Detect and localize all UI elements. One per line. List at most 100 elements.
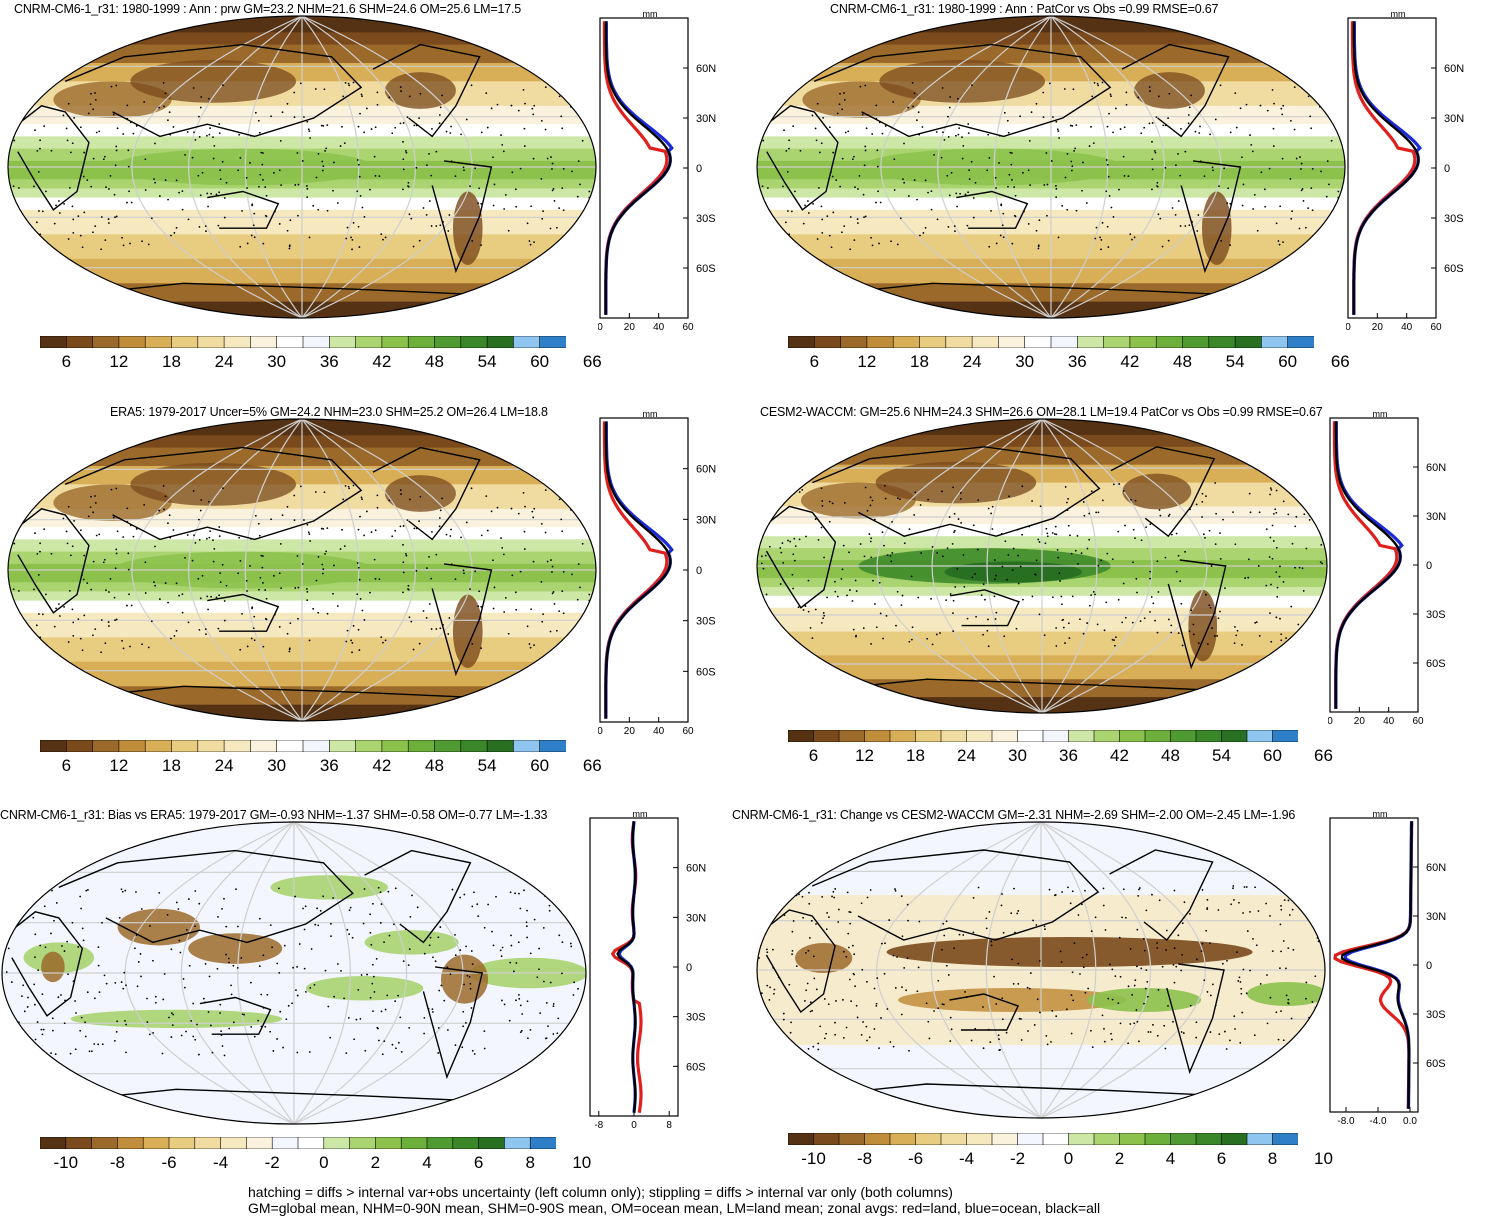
colorbar-swatch (1076, 336, 1105, 348)
zonal-lat-label: 0 (686, 962, 692, 974)
colorbar-tick-label: 24 (957, 746, 976, 765)
graticule-line (880, 16, 1052, 318)
colorbar-swatch (971, 336, 1000, 348)
zonal-unit-label: mm (643, 12, 658, 19)
colorbar-swatch (1272, 730, 1298, 742)
colorbar-swatch (349, 1137, 377, 1149)
colorbar-tick-label: 8 (525, 1153, 535, 1172)
panel-title-p2: CNRM-CM6-1_r31: 1980-1999 : Ann : PatCor… (830, 2, 1219, 16)
colorbar-swatch (1287, 336, 1314, 348)
colorbar-tick-label: 60 (1263, 746, 1282, 765)
colorbar-tick-label: 36 (319, 756, 339, 775)
colorbar-tick-label: 54 (477, 352, 497, 371)
zonal-plot-p6: mm 60N 30N 0 30S 60S -8.0 -4.0 0.0 (1329, 812, 1446, 1127)
zonal-frame (599, 417, 689, 723)
colorbar-p1 (40, 336, 566, 348)
colorbar-swatch (840, 336, 868, 348)
colorbar-swatch (813, 1133, 840, 1145)
map-negative-anomaly (188, 933, 283, 964)
colorbar-swatch (1017, 730, 1044, 742)
graticule-line (876, 822, 1042, 1118)
map-negative-anomaly (441, 954, 489, 1004)
map-outline (1, 821, 587, 1125)
colorbar-swatch (838, 730, 866, 742)
zonal-lat-label: 30S (686, 1012, 706, 1024)
colorbar-swatch (40, 1137, 67, 1149)
colorbar-tick-label: 18 (162, 756, 181, 775)
colorbar-swatch (788, 1133, 815, 1145)
colorbar-tick-label: 18 (906, 746, 925, 765)
colorbar-swatch (65, 336, 94, 348)
graticule-line (293, 822, 408, 1124)
colorbar-swatch (1068, 1133, 1095, 1145)
colorbar-tick-label: 54 (477, 756, 497, 775)
colorbar-swatch (1093, 1133, 1121, 1145)
colorbar-tick-label: -4 (958, 1149, 975, 1168)
colorbar-swatch (1042, 730, 1070, 742)
colorbar-p4 (788, 730, 1298, 742)
colorbar-tick-label: -8 (856, 1149, 873, 1168)
colorbar-swatch (65, 1137, 93, 1149)
colorbar-swatch (1246, 1133, 1274, 1145)
zonal-lat-label: 30N (1444, 113, 1464, 125)
colorbar-swatch (1024, 336, 1052, 348)
colorbar-swatch (434, 740, 462, 752)
colorbar-tick-label: -10 (801, 1149, 826, 1168)
zonal-lat-label: 60S (1444, 263, 1464, 275)
colorbar-swatch (1155, 336, 1184, 348)
map-positive-anomaly (270, 875, 389, 900)
colorbar-tick-label: 6 (809, 352, 820, 371)
colorbar-swatch (407, 740, 436, 752)
colorbar-swatch (486, 336, 515, 348)
map-positive-anomaly (305, 976, 424, 1001)
colorbar-swatch (328, 740, 357, 752)
graticule-line (1050, 16, 1165, 318)
map-dry-region (879, 59, 1046, 103)
zonal-unit-label: mm (1373, 812, 1388, 819)
colorbar-tick-label: 6 (1216, 1149, 1227, 1168)
colorbar-swatch (142, 1137, 170, 1149)
colorbar-swatch (426, 1137, 454, 1149)
zonal-plot-p3: mm 60N 30N 0 30S 60S 0 20 40 60 (598, 412, 716, 737)
map-positive-anomaly (364, 930, 459, 955)
zonal-x-label: 0 (631, 1120, 637, 1131)
zonal-lat-label: 0 (1426, 560, 1432, 572)
zonal-frame (599, 17, 689, 319)
colorbar-swatch (381, 336, 409, 348)
colorbar-tick-label: 2 (370, 1153, 381, 1172)
colorbar-swatch (434, 336, 462, 348)
colorbar-swatch (355, 336, 383, 348)
colorbar-swatch (788, 336, 816, 348)
colorbar-tick-label: 36 (319, 352, 339, 371)
zonal-lat-label: 0 (1426, 960, 1432, 972)
colorbar-swatch (144, 740, 173, 752)
colorbar-swatch (197, 336, 225, 348)
colorbar-swatch (323, 1137, 351, 1149)
map-dry-region (130, 462, 297, 506)
colorbar-swatch (486, 740, 515, 752)
colorbar-swatch (1221, 1133, 1248, 1145)
colorbar-tick-label: 18 (162, 352, 181, 371)
colorbar-tick-label: 42 (1110, 746, 1129, 765)
footer-note-2: GM=global mean, NHM=0-90N mean, SHM=0-90… (248, 1200, 1101, 1216)
zonal-lat-label: 60N (696, 464, 716, 476)
graticule-line (131, 419, 303, 721)
graticule-line (244, 16, 303, 318)
zonal-lat-label: 60N (696, 63, 716, 75)
zonal-line-all (604, 21, 672, 315)
colorbar-swatch (529, 1137, 556, 1149)
colorbar-swatch (40, 740, 68, 752)
colorbar-swatch (919, 336, 947, 348)
colorbar-swatch (1246, 730, 1274, 742)
zonal-unit-label: mm (633, 812, 648, 819)
panel-title-p4: CESM2-WACCM: GM=25.6 NHM=24.3 SHM=26.6 O… (760, 405, 1323, 419)
zonal-lat-label: 30S (696, 616, 716, 628)
colorbar-tick-label: 66 (582, 352, 602, 371)
graticule-line (937, 16, 1052, 318)
zonal-x-label: 8 (666, 1120, 672, 1131)
colorbar-swatch (400, 1137, 428, 1149)
colorbar-swatch (1195, 1133, 1223, 1145)
zonal-lat-label: 60S (1426, 1058, 1446, 1070)
zonal-x-label: 0.0 (1403, 1116, 1417, 1127)
colorbar-swatch (1119, 1133, 1146, 1145)
